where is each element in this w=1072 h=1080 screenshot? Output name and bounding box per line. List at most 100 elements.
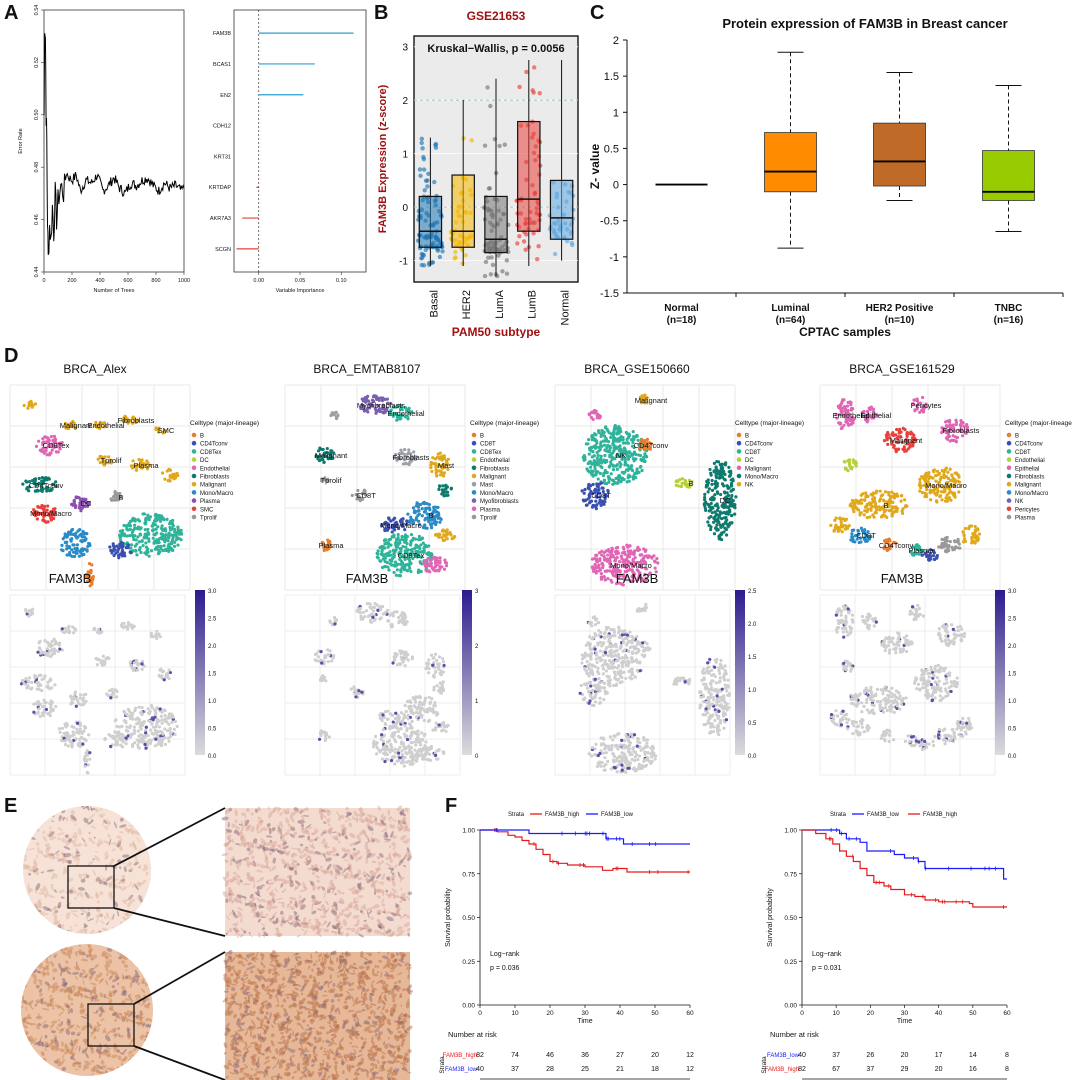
data-point xyxy=(417,167,423,172)
umap-point xyxy=(621,441,625,445)
umap-point xyxy=(109,497,113,501)
data-point xyxy=(432,179,437,185)
feature-point xyxy=(594,692,598,696)
feature-label: KRT31 xyxy=(214,154,231,160)
umap-point xyxy=(63,421,68,426)
umap-point xyxy=(719,511,724,515)
feature-point xyxy=(440,729,444,733)
feature-point xyxy=(327,653,331,657)
feature-point xyxy=(42,704,47,708)
umap-point xyxy=(407,462,411,467)
data-point xyxy=(435,246,440,252)
feature-point xyxy=(596,670,600,674)
umap-point xyxy=(76,529,80,533)
feature-point xyxy=(404,655,408,660)
feature-point xyxy=(43,701,47,705)
feature-point xyxy=(424,740,428,744)
data-point xyxy=(452,256,457,261)
umap-point xyxy=(130,416,135,420)
feature-point xyxy=(584,669,589,673)
umap-point xyxy=(162,518,166,522)
umap-point xyxy=(389,543,393,547)
feature-point xyxy=(411,761,415,766)
umap-point xyxy=(433,457,438,461)
umap-point xyxy=(593,438,597,443)
feature-point xyxy=(435,658,439,663)
data-point xyxy=(537,90,542,96)
umap-point xyxy=(122,523,126,528)
feature-point xyxy=(137,717,141,722)
umap-point xyxy=(54,484,58,489)
umap-point xyxy=(607,450,611,454)
feature-point xyxy=(625,636,629,641)
umap-point xyxy=(722,510,727,515)
umap-point xyxy=(618,465,622,469)
feature-point xyxy=(132,728,137,733)
umap-point xyxy=(597,563,601,567)
umap-point xyxy=(723,526,727,530)
feature-point xyxy=(390,748,395,753)
x-tick-label: (n=16) xyxy=(994,315,1024,326)
feature-point xyxy=(389,743,393,747)
feature-point xyxy=(427,671,431,675)
feature-point xyxy=(137,705,141,709)
umap-point xyxy=(621,551,625,555)
umap-point xyxy=(729,483,734,487)
umap-point xyxy=(632,552,636,556)
umap-title: BRCA_EMTAB8107 xyxy=(313,362,420,376)
feature-point xyxy=(49,699,53,703)
umap-point xyxy=(133,534,137,538)
feature-point xyxy=(604,669,608,673)
umap-point xyxy=(334,410,338,415)
feature-point xyxy=(167,712,172,716)
legend-swatch xyxy=(736,432,742,438)
umap-point xyxy=(370,403,375,408)
umap-point xyxy=(645,455,649,459)
feature-point xyxy=(586,689,591,694)
feature-point xyxy=(418,709,422,714)
cluster-label: Malignant xyxy=(635,396,668,405)
feature-point xyxy=(641,644,645,649)
feature-point xyxy=(606,634,610,638)
umap-point xyxy=(592,458,596,463)
feature-point xyxy=(614,677,618,681)
feature-point xyxy=(36,710,40,714)
feature-point xyxy=(150,722,154,726)
feature-point xyxy=(630,671,634,675)
feature-point xyxy=(382,751,386,756)
feature-point xyxy=(627,661,631,665)
feature-point xyxy=(58,647,62,651)
umap-point xyxy=(617,424,621,429)
umap-point xyxy=(383,564,388,569)
umap-point xyxy=(167,531,171,535)
umap-point xyxy=(167,478,171,482)
feature-point xyxy=(616,658,620,663)
feature-label: SCGN xyxy=(215,247,231,253)
feature-point xyxy=(586,641,590,645)
legend-swatch xyxy=(471,498,477,503)
umap-point xyxy=(406,562,410,566)
umap-point xyxy=(33,489,38,493)
umap-point xyxy=(128,527,132,532)
feature-point xyxy=(154,712,158,717)
feature-point xyxy=(437,662,442,666)
feature-point xyxy=(394,711,398,715)
feature-point xyxy=(709,725,713,729)
box xyxy=(517,120,541,232)
feature-point xyxy=(380,733,384,737)
umap-point xyxy=(42,440,46,445)
feature-point xyxy=(404,746,408,750)
legend-label: CD8T xyxy=(480,442,496,448)
feature-point xyxy=(326,659,330,664)
umap-point xyxy=(441,491,446,495)
feature-point xyxy=(356,609,360,614)
umap-point xyxy=(322,460,326,464)
feature-point xyxy=(593,664,597,669)
legend-label: Fibroblasts xyxy=(200,475,229,481)
data-point xyxy=(418,173,423,178)
feature-point xyxy=(64,734,68,738)
umap-point xyxy=(147,537,151,541)
feature-point xyxy=(409,740,413,745)
umap-point xyxy=(400,534,404,539)
feature-point xyxy=(427,748,431,752)
